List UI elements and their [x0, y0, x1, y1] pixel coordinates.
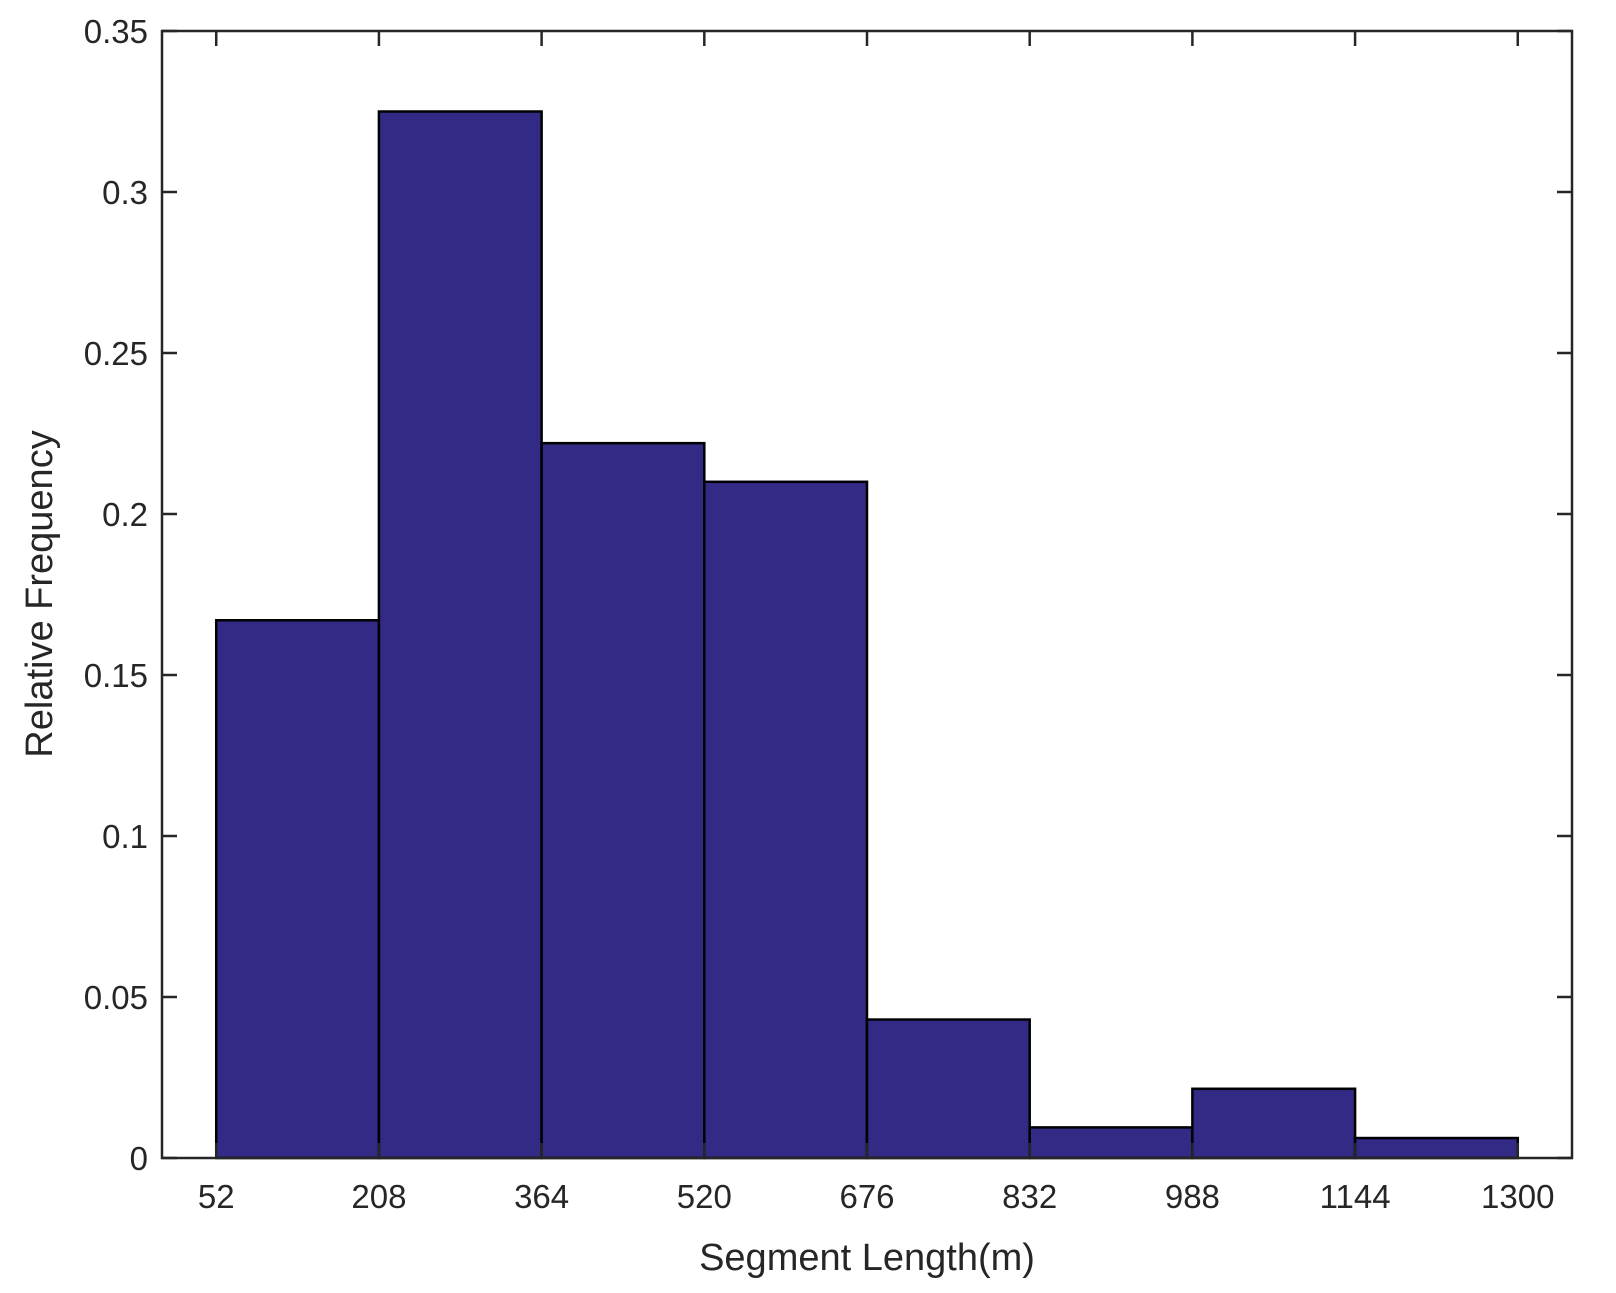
bar-bin-1: [214, 619, 381, 1160]
y-tick-labels: 0 0.05 0.1 0.15 0.2 0.25 0.3 0.35: [84, 13, 148, 1177]
y-tick-label: 0.1: [102, 818, 148, 855]
bar-bin-3: [540, 441, 706, 1160]
y-tick-label: 0.15: [84, 657, 148, 694]
bar-bin-4: [703, 480, 869, 1160]
x-tick-label: 832: [1002, 1178, 1057, 1215]
x-tick-label: 520: [677, 1178, 732, 1215]
x-axis-label: Segment Length(m): [699, 1237, 1035, 1279]
x-tick-label: 52: [198, 1178, 235, 1215]
bars-group: [214, 110, 1520, 1160]
bar-bin-7: [1191, 1087, 1357, 1160]
y-tick-label: 0.05: [84, 979, 148, 1016]
bar-bin-8: [1353, 1136, 1520, 1160]
ticks-group: [162, 29, 1572, 1160]
y-axis-label: Relative Frequency: [19, 430, 61, 757]
y-tick-label: 0.25: [84, 335, 148, 372]
y-tick-label: 0.35: [84, 13, 148, 50]
x-tick-label: 208: [351, 1178, 406, 1215]
plot-frame: [160, 29, 1574, 1160]
bar-bin-5: [865, 1018, 1031, 1160]
y-tick-label: 0.3: [102, 174, 148, 211]
x-tick-labels: 52 208 364 520 676 832 988 1144 1300: [198, 1178, 1555, 1215]
y-tick-label: 0.2: [102, 496, 148, 533]
x-tick-label: 988: [1165, 1178, 1220, 1215]
bar-bin-6: [1028, 1126, 1194, 1160]
y-tick-label: 0: [130, 1140, 148, 1177]
x-tick-label: 676: [839, 1178, 894, 1215]
x-tick-label: 1144: [1320, 1178, 1391, 1215]
x-tick-label: 364: [514, 1178, 569, 1215]
x-tick-label: 1300: [1481, 1178, 1554, 1215]
bar-bin-2: [377, 110, 543, 1160]
